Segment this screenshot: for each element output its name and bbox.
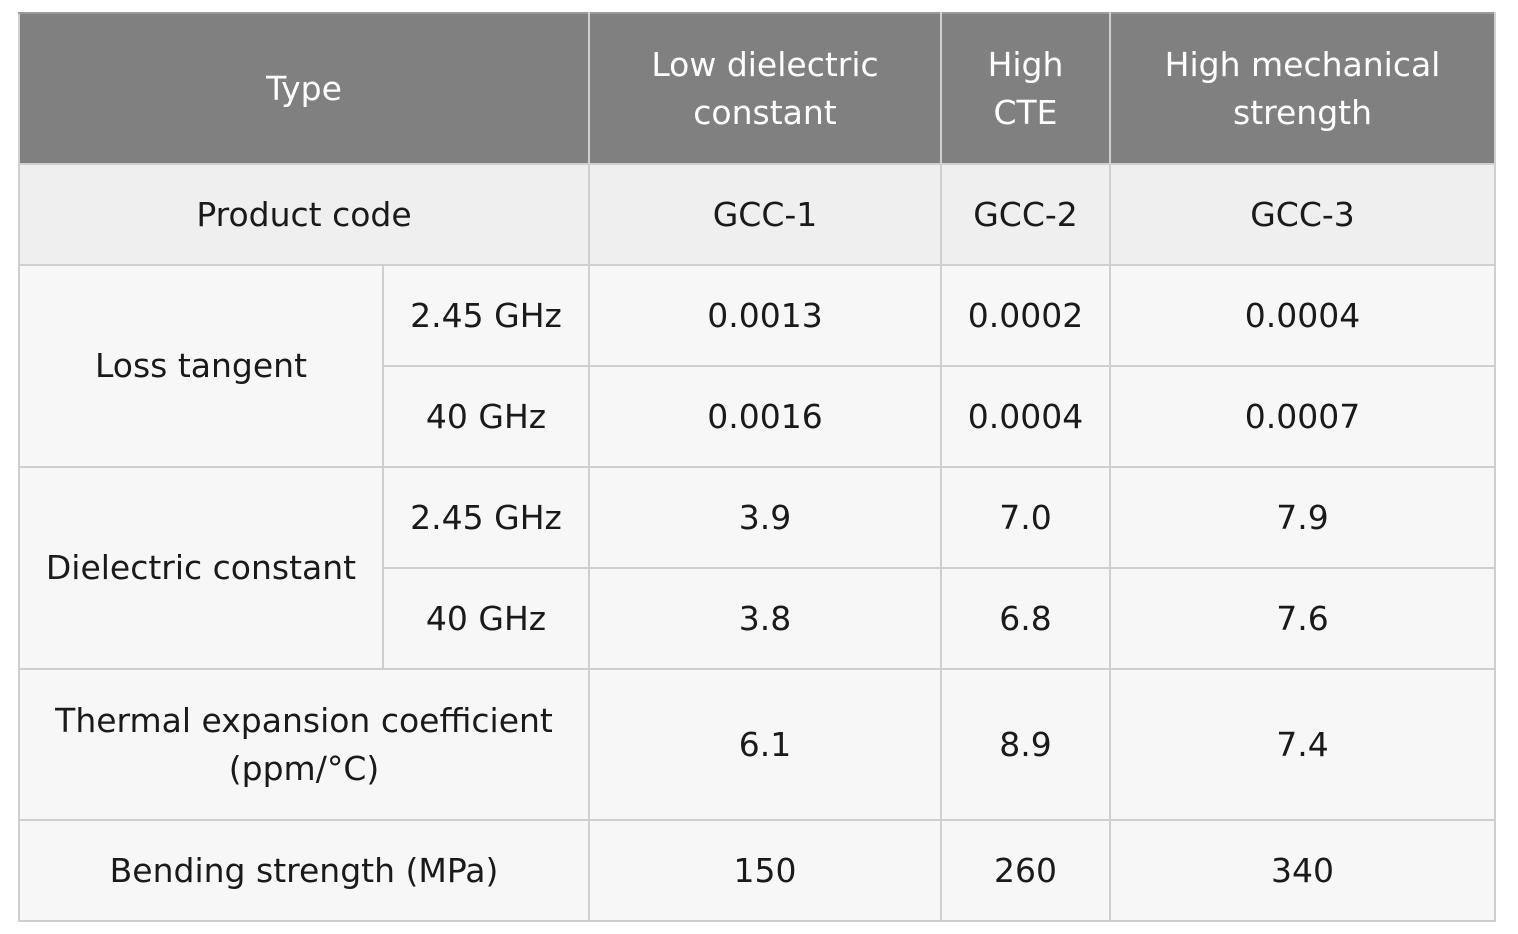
header-type: Type: [17, 12, 591, 165]
row-label-loss-tangent: Loss tangent: [18, 264, 384, 468]
thermal-expansion-line1: Thermal expansion coefficient: [55, 700, 553, 740]
table-row-product-code: Product code GCC-1 GCC-2 GCC-3: [17, 163, 1497, 266]
table-cell: 6.1: [588, 668, 943, 821]
row-label-thermal-expansion: Thermal expansion coefficient (ppm/°C): [17, 668, 591, 821]
product-spec-table: Type Low dielectric constant High CTE Hi…: [17, 12, 1497, 922]
table-cell: 0.0002: [940, 264, 1112, 367]
table-cell: 0.0016: [588, 365, 943, 468]
table-row-bending-strength: Bending strength (MPa) 150 260 340: [17, 819, 1497, 922]
table-cell: 340: [1109, 819, 1497, 922]
row-label-bending-strength: Bending strength (MPa): [17, 819, 591, 922]
table-cell: 6.8: [940, 567, 1112, 670]
header-col3-line2: strength: [1233, 92, 1373, 132]
header-col2-line2: CTE: [993, 92, 1058, 132]
header-col2-line1: High: [987, 44, 1064, 84]
table-cell: 7.0: [940, 466, 1112, 569]
cell-product-code-gcc3: GCC-3: [1109, 163, 1497, 266]
table-cell: 7.6: [1109, 567, 1497, 670]
spec-table-container: Type Low dielectric constant High CTE Hi…: [17, 12, 1497, 922]
table-row-loss-tangent-40: 40 GHz 0.0016 0.0004 0.0007: [19, 365, 1497, 468]
header-high-mechanical-strength: High mechanical strength: [1109, 12, 1497, 165]
table-row-loss-tangent-245: Loss tangent 2.45 GHz 0.0013 0.0002 0.00…: [18, 264, 1497, 468]
freq-label: 2.45 GHz: [381, 466, 591, 569]
cell-product-code-gcc1: GCC-1: [588, 163, 943, 266]
row-label-product-code: Product code: [17, 163, 591, 266]
header-col1-line2: constant: [693, 92, 837, 132]
header-col1-line1: Low dielectric: [651, 44, 879, 84]
table-cell: 0.0013: [588, 264, 943, 367]
table-cell: 8.9: [940, 668, 1112, 821]
table-cell: 260: [940, 819, 1112, 922]
table-row-dielectric-constant-245: Dielectric constant 2.45 GHz 3.9 7.0 7.9: [18, 466, 1497, 670]
table-row-thermal-expansion: Thermal expansion coefficient (ppm/°C) 6…: [17, 668, 1497, 821]
cell-product-code-gcc2: GCC-2: [940, 163, 1112, 266]
table-cell: 0.0007: [1109, 365, 1497, 468]
table-cell: 150: [588, 819, 943, 922]
header-col3-line1: High mechanical: [1164, 44, 1441, 84]
table-cell: 7.4: [1109, 668, 1497, 821]
thermal-expansion-line2: (ppm/°C): [228, 748, 380, 788]
table-cell: 3.9: [588, 466, 943, 569]
table-cell: 0.0004: [1109, 264, 1497, 367]
table-cell: 0.0004: [940, 365, 1112, 468]
header-high-cte: High CTE: [940, 12, 1112, 165]
table-cell: 3.8: [588, 567, 943, 670]
table-cell: 7.9: [1109, 466, 1497, 569]
table-header-row: Type Low dielectric constant High CTE Hi…: [17, 12, 1497, 165]
freq-label: 40 GHz: [381, 567, 591, 670]
row-label-dielectric-constant: Dielectric constant: [18, 466, 384, 670]
table-row-dielectric-constant-40: 40 GHz 3.8 6.8 7.6: [19, 567, 1497, 670]
freq-label: 2.45 GHz: [381, 264, 591, 367]
header-low-dielectric-constant: Low dielectric constant: [588, 12, 943, 165]
freq-label: 40 GHz: [381, 365, 591, 468]
